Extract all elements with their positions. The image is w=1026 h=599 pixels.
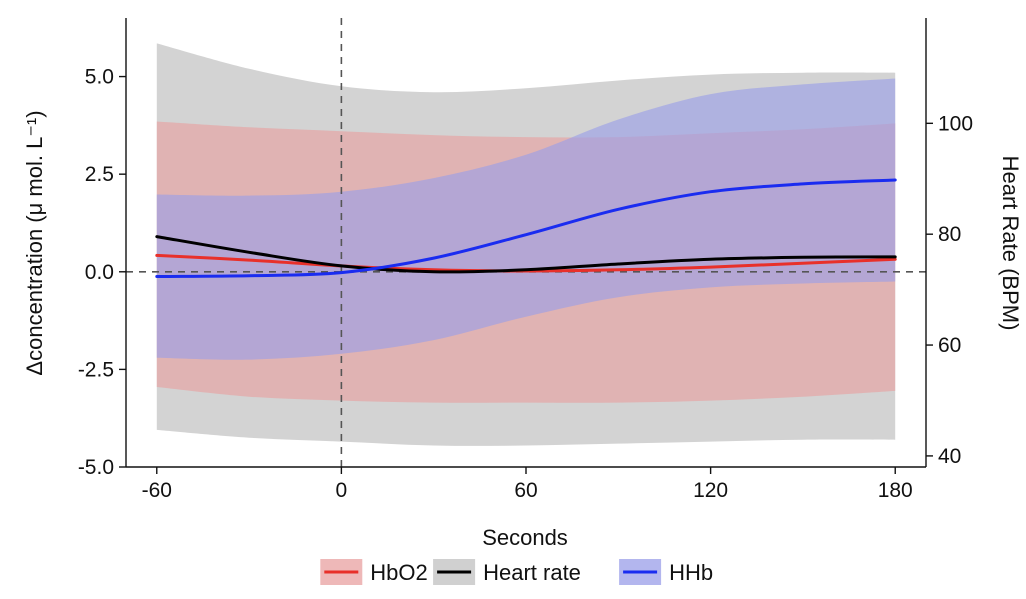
legend-item-heart-rate: Heart rate: [433, 559, 581, 585]
x-tick-label: 180: [878, 479, 913, 502]
reference-lines: [126, 18, 926, 467]
y-left-tick-label: 0.0: [85, 261, 114, 284]
y-right-tick-label: 60: [938, 334, 961, 357]
y-right-tick-label: 40: [938, 445, 961, 468]
series-line-hhb: [155, 178, 897, 278]
x-axis-title: Seconds: [482, 525, 568, 550]
lines-layer: [155, 178, 897, 278]
legend-item-hhb: HHb: [619, 559, 713, 585]
y-right-tick-label: 100: [938, 112, 973, 135]
legend-label: HbO2: [370, 560, 427, 585]
series-line-heart-rate: [155, 235, 897, 274]
y-left-tick-label: -5.0: [78, 456, 114, 479]
x-tick-label: -60: [142, 479, 172, 502]
legend-label: Heart rate: [483, 560, 581, 585]
bands-layer: [156, 43, 896, 446]
y-left-tick-label: -2.5: [78, 358, 114, 381]
x-tick-label: 0: [336, 479, 348, 502]
x-tick-label: 60: [514, 479, 537, 502]
y-left-tick-label: 2.5: [85, 163, 114, 186]
legend-item-hbo2: HbO2: [320, 559, 428, 585]
legend-label: HHb: [669, 560, 713, 585]
y-right-tick-label: 80: [938, 223, 961, 246]
y-axis-left-title: Δconcentration (μ mol. L⁻¹): [22, 110, 47, 375]
confidence-band-hhb: [156, 78, 896, 360]
x-tick-label: 120: [693, 479, 728, 502]
legend: HbO2 Heart rate HHb: [320, 559, 713, 585]
axes-layer: -60 0 60 120 180 -5.0 -2.5 0.0 2.5 5.0 40 60 80 100: [78, 18, 973, 502]
y-axis-right-title: Heart Rate (BPM): [998, 156, 1023, 331]
y-left-tick-label: 5.0: [85, 66, 114, 89]
